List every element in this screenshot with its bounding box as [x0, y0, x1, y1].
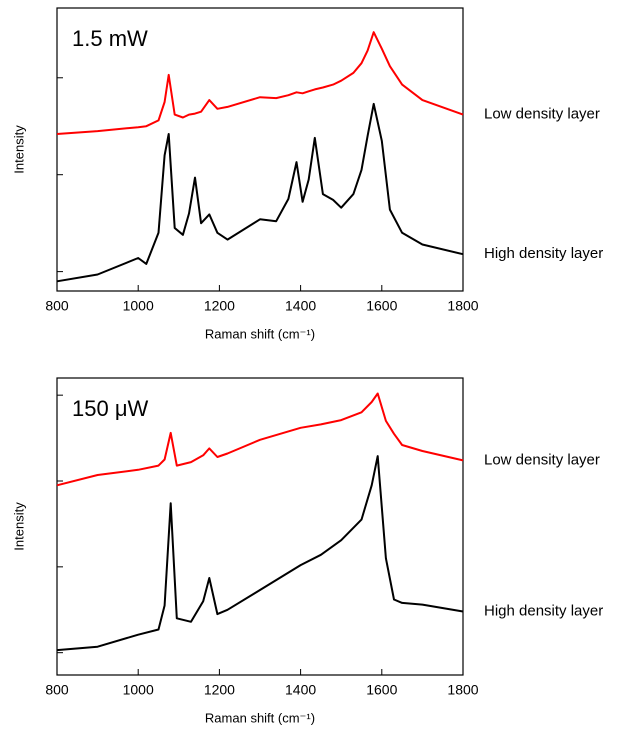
series-line [56, 392, 464, 487]
series-label: Low density layer [484, 451, 600, 468]
x-tick-label: 800 [45, 298, 69, 314]
x-tick-label: 1800 [447, 682, 478, 698]
y-axis-label: Intensity [11, 502, 26, 551]
series-line [56, 455, 464, 652]
x-tick-label: 1200 [204, 682, 235, 698]
x-tick-label: 1800 [447, 298, 478, 314]
x-tick-label: 1400 [285, 298, 316, 314]
x-tick-label: 1200 [204, 298, 235, 314]
x-axis-label: Raman shift (cm⁻¹) [205, 326, 315, 341]
x-tick-label: 800 [45, 682, 69, 698]
x-tick-label: 1600 [366, 682, 397, 698]
annotation: 150 μW [72, 396, 148, 421]
series-label: Low density layer [484, 106, 600, 123]
x-axis-label: Raman shift (cm⁻¹) [205, 710, 315, 725]
series-label: High density layer [484, 245, 603, 262]
y-axis-label: Intensity [11, 125, 26, 174]
annotation: 1.5 mW [72, 26, 148, 51]
plot-frame [56, 377, 464, 676]
series-line [56, 31, 464, 135]
plot-frame [56, 7, 464, 292]
x-tick-label: 1400 [285, 682, 316, 698]
series-line [56, 102, 464, 283]
x-tick-label: 1000 [123, 298, 154, 314]
x-tick-label: 1000 [123, 682, 154, 698]
x-tick-label: 1600 [366, 298, 397, 314]
series-label: High density layer [484, 602, 603, 619]
